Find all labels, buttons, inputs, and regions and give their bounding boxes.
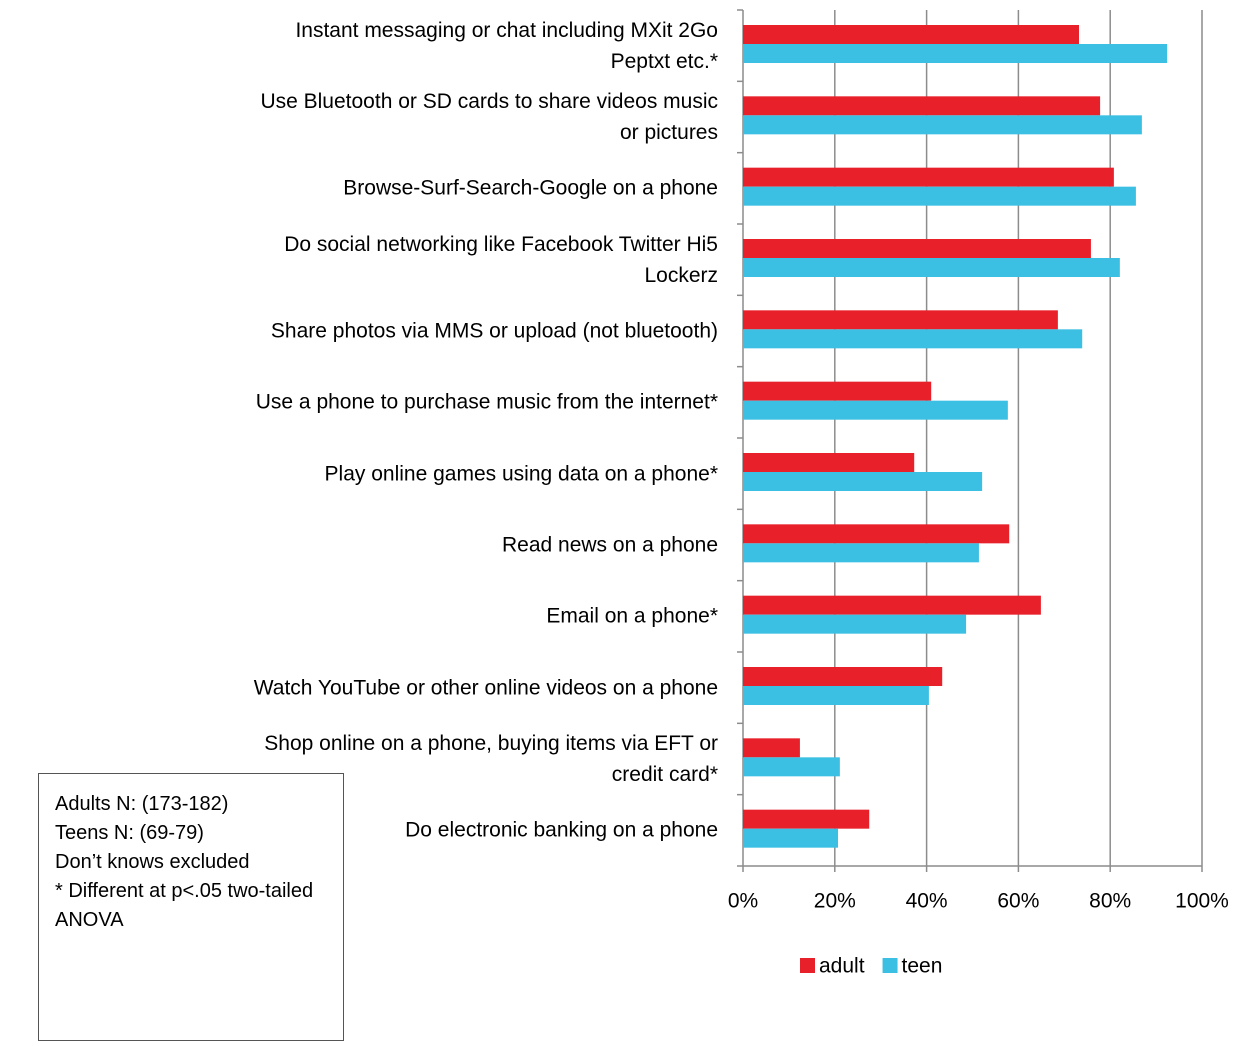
category-label: Share photos via MMS or upload (not blue…: [270, 319, 718, 343]
bar: [743, 472, 983, 491]
category-label: Instant messaging or chat including MXit…: [295, 18, 718, 73]
category-label: Use Bluetooth or SD cards to share video…: [260, 90, 718, 144]
category-label: Browse-Surf-Search-Google on a phone: [343, 176, 718, 200]
note-line: Adults N: (173-182): [55, 793, 229, 815]
bar: [743, 239, 1091, 258]
bar: [743, 809, 870, 829]
bar: [743, 614, 967, 634]
bar: [743, 381, 932, 401]
bar: [743, 115, 1142, 135]
bar: [743, 186, 1136, 206]
bar: [743, 96, 1101, 116]
x-tick-label: 0%: [728, 890, 758, 913]
bar: [743, 667, 943, 686]
note-line: Teens N: (69-79): [55, 822, 204, 844]
category-label: Play online games using data on a phone*: [324, 462, 718, 486]
bar: [743, 828, 839, 848]
note-box: Adults N: (173-182) Teens N: (69-79) Don’t…: [38, 773, 344, 1041]
bar: [743, 595, 1041, 615]
bar: [743, 757, 840, 777]
bar: [743, 329, 1083, 349]
bar: [743, 167, 1114, 187]
bar: [743, 453, 915, 472]
x-tick-label: 20%: [814, 890, 856, 913]
legend-swatch: [882, 958, 898, 973]
bar: [743, 400, 1008, 420]
bar: [743, 310, 1058, 330]
bar: [743, 686, 929, 705]
category-label: Do electronic banking on a phone: [405, 818, 718, 842]
bar: [743, 738, 800, 758]
legend-label: adult: [819, 955, 865, 978]
x-tick-label: 40%: [906, 890, 948, 913]
category-label: Shop online on a phone, buying items via…: [264, 732, 718, 786]
category-label: Watch YouTube or other online videos on …: [253, 676, 718, 700]
category-label: Do social networking like Facebook Twitt…: [284, 232, 718, 287]
x-tick-label: 60%: [997, 890, 1039, 913]
bar: [743, 258, 1120, 277]
x-tick-label: 80%: [1089, 890, 1131, 913]
x-tick-label: 100%: [1175, 890, 1229, 913]
note-line: Don’t knows excluded: [55, 851, 250, 873]
bar: [743, 25, 1079, 44]
bar: [743, 543, 979, 563]
note-line: * Different at p<.05 two-tailed ANOVA: [55, 880, 314, 931]
category-label: Read news on a phone: [502, 533, 718, 557]
legend-label: teen: [902, 955, 943, 978]
bar: [743, 524, 1010, 544]
bar: [743, 44, 1168, 63]
legend-swatch: [800, 958, 815, 973]
category-label: Use a phone to purchase music from the i…: [255, 390, 718, 414]
category-label: Email on a phone*: [546, 604, 718, 628]
